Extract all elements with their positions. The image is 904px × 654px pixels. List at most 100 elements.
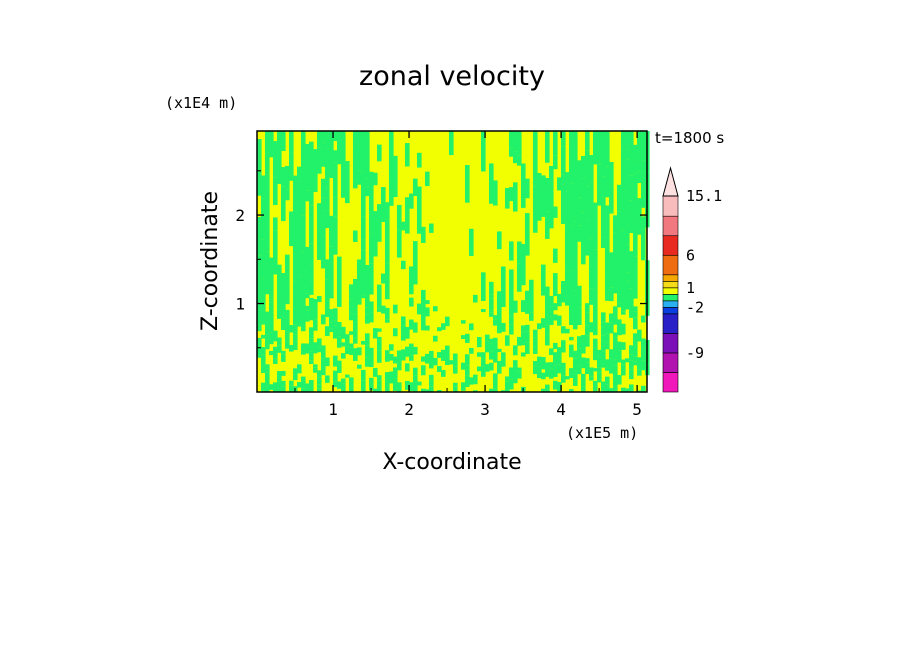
field-streak bbox=[269, 384, 274, 390]
field-streak bbox=[601, 345, 606, 352]
field-streak bbox=[633, 356, 638, 362]
field-streak bbox=[425, 389, 430, 392]
field-streak bbox=[289, 325, 294, 333]
field-streak bbox=[641, 385, 646, 392]
field-streak bbox=[513, 131, 518, 152]
field-streak bbox=[569, 131, 574, 143]
field-streak bbox=[361, 172, 366, 217]
field-streak bbox=[585, 342, 590, 347]
field-streak bbox=[261, 354, 266, 367]
field-streak bbox=[509, 241, 514, 261]
field-streak bbox=[349, 306, 354, 314]
field-streak bbox=[305, 318, 310, 322]
field-streak bbox=[369, 347, 374, 360]
field-streak bbox=[405, 197, 410, 234]
field-streak bbox=[589, 182, 594, 200]
field-streak bbox=[481, 358, 486, 367]
field-streak bbox=[365, 345, 370, 358]
field-streak bbox=[421, 365, 426, 376]
field-streak bbox=[353, 331, 358, 339]
field-streak bbox=[541, 388, 546, 392]
field-streak bbox=[309, 338, 314, 352]
field-streak bbox=[309, 141, 314, 176]
field-streak bbox=[265, 153, 270, 175]
field-streak bbox=[585, 312, 590, 326]
field-streak bbox=[385, 263, 390, 290]
field-streak bbox=[349, 347, 354, 355]
field-streak bbox=[525, 290, 530, 314]
field-streak bbox=[465, 369, 470, 376]
field-streak bbox=[541, 357, 546, 370]
field-streak bbox=[613, 232, 618, 272]
field-streak bbox=[401, 349, 406, 361]
field-streak bbox=[533, 156, 538, 187]
field-streak bbox=[465, 165, 470, 203]
field-streak bbox=[589, 155, 594, 183]
field-streak bbox=[349, 295, 354, 300]
field-streak bbox=[597, 356, 602, 368]
field-streak bbox=[409, 355, 414, 361]
field-streak bbox=[261, 366, 266, 374]
field-streak bbox=[309, 175, 314, 206]
field-streak bbox=[325, 148, 330, 188]
field-streak bbox=[265, 174, 270, 208]
field-streak bbox=[333, 325, 338, 339]
field-streak bbox=[569, 344, 574, 349]
field-streak bbox=[545, 177, 550, 187]
field-streak bbox=[517, 367, 522, 372]
field-streak bbox=[581, 335, 586, 341]
field-streak bbox=[569, 368, 574, 378]
field-streak bbox=[497, 348, 502, 353]
field-streak bbox=[425, 171, 430, 187]
field-streak bbox=[569, 225, 574, 271]
field-streak bbox=[601, 327, 606, 336]
field-streak bbox=[633, 306, 638, 312]
field-streak bbox=[265, 342, 270, 350]
field-streak bbox=[373, 172, 378, 186]
field-streak bbox=[401, 325, 406, 335]
field-streak bbox=[313, 299, 318, 310]
field-streak bbox=[441, 323, 446, 330]
field-streak bbox=[577, 357, 582, 366]
field-streak bbox=[625, 388, 630, 392]
field-streak bbox=[605, 166, 610, 198]
y-axis-title: Z-coordinate bbox=[198, 191, 223, 331]
field-streak bbox=[293, 341, 298, 351]
field-streak bbox=[601, 131, 606, 159]
field-streak bbox=[421, 356, 426, 362]
field-streak bbox=[613, 215, 618, 233]
field-streak bbox=[629, 251, 634, 289]
field-streak bbox=[489, 312, 494, 317]
field-streak bbox=[317, 296, 322, 303]
field-streak bbox=[633, 218, 638, 257]
colorbar-band bbox=[662, 372, 679, 393]
field-streak bbox=[325, 375, 330, 383]
field-streak bbox=[629, 354, 634, 361]
field-streak bbox=[365, 307, 370, 315]
field-streak bbox=[625, 224, 630, 245]
field-streak bbox=[453, 366, 458, 374]
field-streak bbox=[637, 131, 642, 172]
field-streak bbox=[285, 309, 290, 319]
field-streak bbox=[513, 182, 518, 212]
field-streak bbox=[617, 211, 622, 251]
field-streak bbox=[561, 340, 566, 353]
field-streak bbox=[585, 220, 590, 256]
field-streak bbox=[281, 386, 286, 392]
field-streak bbox=[429, 350, 434, 363]
field-streak bbox=[597, 164, 602, 206]
field-streak bbox=[621, 364, 626, 376]
field-streak bbox=[289, 380, 294, 386]
field-streak bbox=[605, 205, 610, 229]
field-streak bbox=[601, 312, 606, 323]
field-streak bbox=[445, 316, 450, 327]
field-streak bbox=[353, 326, 358, 332]
field-streak bbox=[297, 181, 302, 228]
field-streak bbox=[313, 309, 318, 320]
field-streak bbox=[389, 353, 394, 361]
field-streak bbox=[601, 158, 606, 177]
field-streak bbox=[269, 350, 274, 356]
field-streak bbox=[585, 131, 590, 151]
field-streak bbox=[561, 146, 566, 175]
field-streak bbox=[509, 131, 514, 148]
